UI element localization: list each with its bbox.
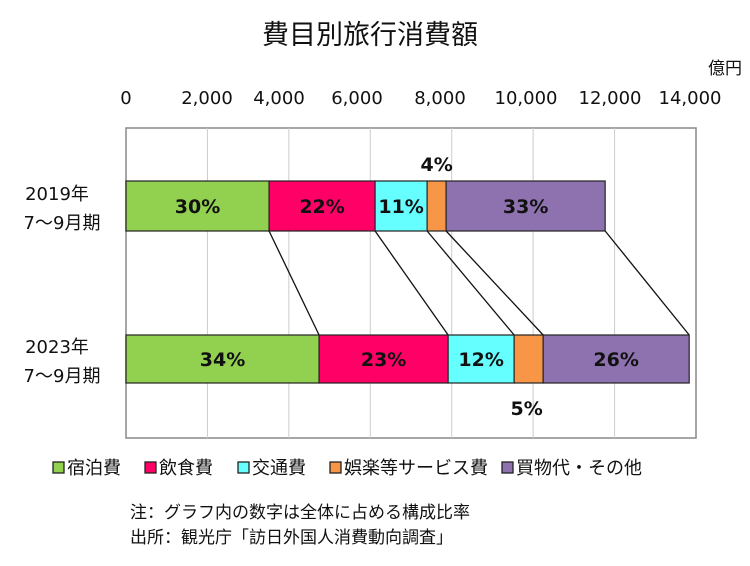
legend-label: 交通費 (252, 458, 306, 479)
legend-swatch (501, 461, 514, 474)
x-tick-label: 14,000 (659, 88, 722, 109)
data-label: 34% (200, 349, 245, 371)
source-text: 出所：観光庁「訪日外国人消費動向調査」 (130, 528, 453, 548)
legend-label: 買物代・その他 (516, 458, 642, 479)
x-tick-label: 12,000 (579, 88, 642, 109)
x-tick-label: 0 (120, 88, 131, 109)
connector-line (268, 230, 320, 336)
category-label: 7～9月期 (24, 366, 101, 387)
x-tick-label: 2,000 (181, 88, 233, 109)
legend-label: 宿泊費 (67, 458, 121, 479)
category-label: 2023年 (25, 337, 89, 358)
legend-label: 娯楽等サービス費 (344, 458, 488, 479)
bar-segment (445, 180, 606, 232)
legend-swatch (329, 461, 342, 474)
category-label: 2019年 (25, 184, 89, 205)
connector-line (604, 230, 690, 336)
x-tick-label: 10,000 (495, 88, 558, 109)
bar-segment (125, 334, 320, 384)
x-tick-label: 6,000 (331, 88, 383, 109)
data-label: 11% (378, 196, 423, 218)
connector-line (426, 230, 515, 336)
data-label: 23% (361, 349, 406, 371)
legend-swatch (144, 461, 157, 474)
bar-segment (374, 180, 428, 232)
connector-line (374, 230, 449, 336)
data-label: 4% (420, 154, 452, 176)
bar-segment (268, 180, 376, 232)
chart-title: 費目別旅行消費額 (262, 20, 478, 51)
legend-swatch (237, 461, 250, 474)
category-label: 7～9月期 (24, 213, 101, 234)
data-label: 30% (175, 196, 220, 218)
data-label: 22% (299, 196, 344, 218)
bar-segment (513, 334, 544, 384)
legend-label: 飲食費 (159, 458, 213, 479)
data-label: 5% (511, 398, 543, 420)
bar-segment (542, 334, 690, 384)
data-label: 26% (593, 349, 638, 371)
bar-segment (125, 180, 270, 232)
plot-frame (125, 127, 697, 439)
legend-swatch (52, 461, 65, 474)
note-text: 注：グラフ内の数字は全体に占める構成比率 (130, 503, 470, 523)
connector-line (445, 230, 544, 336)
bar-segment (426, 180, 447, 232)
unit-label: 億円 (708, 59, 742, 79)
bar-segment (447, 334, 515, 384)
data-label: 12% (458, 349, 503, 371)
x-tick-label: 8,000 (414, 88, 466, 109)
x-tick-label: 4,000 (253, 88, 305, 109)
data-label: 33% (503, 196, 548, 218)
